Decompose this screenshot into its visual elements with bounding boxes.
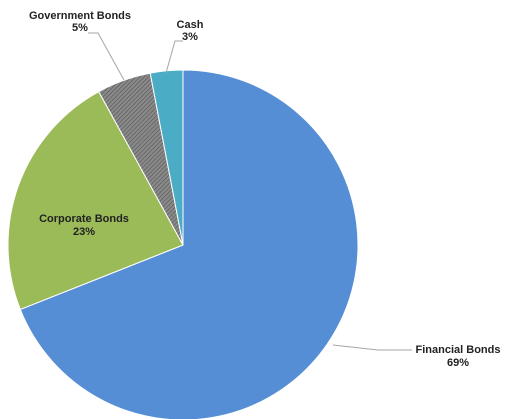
pie-slice-financial-bonds (19, 69, 359, 419)
label-cash-name: Cash (177, 19, 204, 31)
leader-line-government-bonds (88, 32, 125, 81)
pie-slice-corporate-bonds (7, 90, 184, 311)
label-financial-bonds-name: Financial Bonds (416, 344, 501, 356)
leader-line-cash (165, 40, 183, 74)
label-government-bonds-name: Government Bonds (29, 10, 131, 22)
leader-line-financial-bonds (332, 344, 412, 351)
leader-lines (88, 32, 412, 351)
data-labels: Government Bonds 5% Cash 3% Corporate Bo… (29, 10, 501, 369)
label-corporate-bonds-value: 23% (73, 226, 95, 238)
label-corporate-bonds-name: Corporate Bonds (39, 213, 129, 225)
pie-slices (7, 69, 359, 419)
label-cash-value: 3% (182, 31, 198, 43)
label-financial-bonds-value: 69% (447, 357, 469, 369)
label-government-bonds-value: 5% (72, 22, 88, 34)
